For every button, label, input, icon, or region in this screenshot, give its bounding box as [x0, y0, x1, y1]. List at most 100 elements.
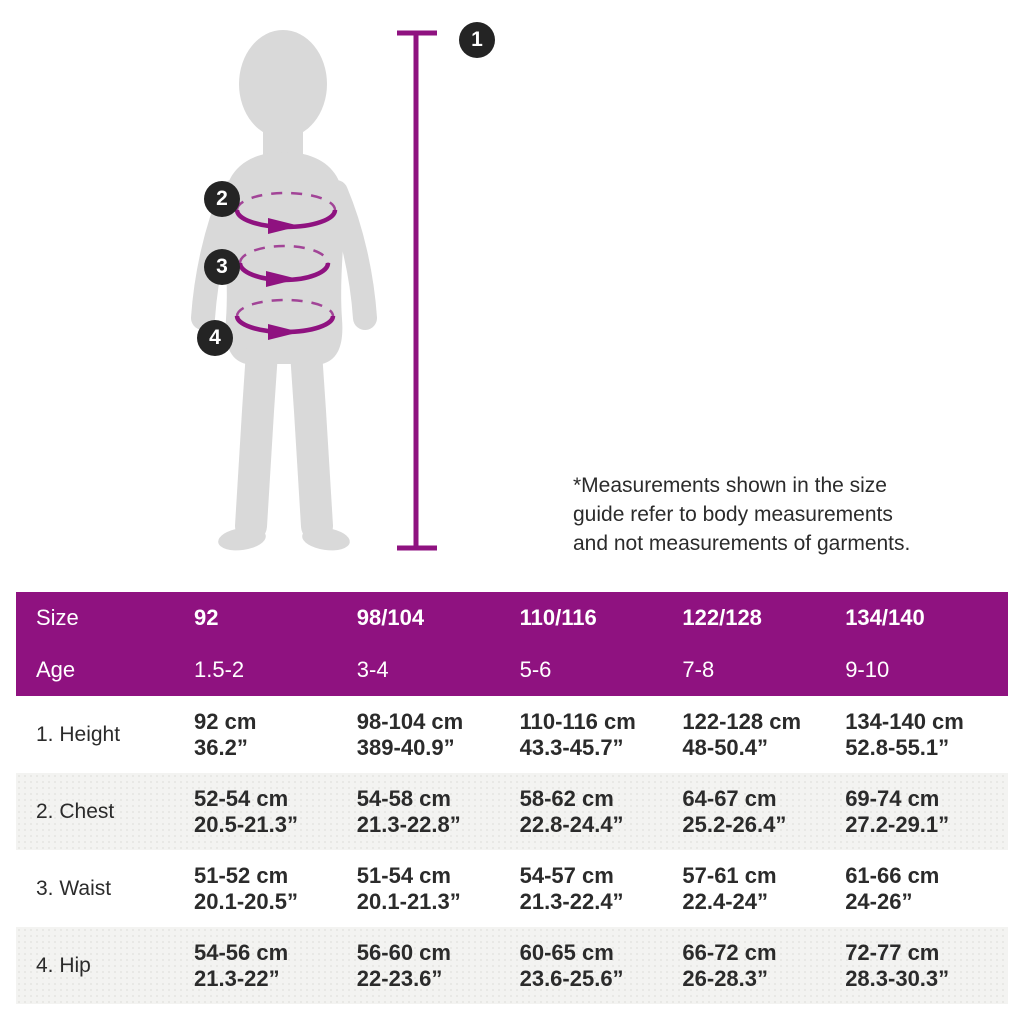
cell-cm: 56-60 cm	[356, 939, 451, 965]
chest-arrow-icon	[268, 218, 300, 234]
cell-inch: 48-50.4”	[682, 734, 769, 760]
cell-cm: 54-56 cm	[194, 939, 289, 965]
cell-inch: 21.3-22.8”	[356, 811, 461, 837]
cell: 54-57 cm 21.3-22.4”	[520, 863, 683, 915]
cell: 61-66 cm 24-26”	[845, 863, 1008, 915]
cell-cm: 58-62 cm	[519, 785, 614, 811]
age-value: 1.5-2	[194, 657, 245, 682]
table-row-height: 1. Height 92 cm 36.2” 98-104 cm 389-40.9…	[16, 696, 1008, 773]
marker-chest: 2	[204, 181, 240, 217]
age-value: 9-10	[845, 657, 890, 682]
cell: 110-116 cm 43.3-45.7”	[520, 709, 683, 761]
size-guide-table: Size 92 98/104 110/116 122/128 134/140 A…	[16, 592, 1008, 1004]
cell-inch: 26-28.3”	[682, 965, 769, 991]
waist-measure-ellipse	[237, 244, 331, 287]
size-value: 122/128	[682, 605, 762, 630]
note-line: and not measurements of garments.	[573, 532, 911, 555]
cell: 56-60 cm 22-23.6”	[357, 940, 520, 992]
table-row-waist: 3. Waist 51-52 cm 20.1-20.5” 51-54 cm 20…	[16, 850, 1008, 927]
cell-inch: 21.3-22”	[194, 965, 280, 991]
age-header-label: Age	[36, 657, 76, 682]
marker-waist: 3	[204, 249, 240, 285]
cell-inch: 21.3-22.4”	[519, 888, 624, 914]
figure-illustration	[191, 30, 437, 551]
cell-cm: 134-140 cm	[845, 708, 964, 734]
cell-cm: 61-66 cm	[845, 862, 940, 888]
cell-inch: 22.4-24”	[682, 888, 769, 914]
marker-height: 1	[459, 22, 495, 58]
note-line: *Measurements shown in the size	[573, 474, 887, 497]
cell-cm: 69-74 cm	[845, 785, 940, 811]
cell-cm: 72-77 cm	[845, 939, 940, 965]
cell-cm: 51-54 cm	[356, 862, 451, 888]
height-measure-line	[397, 30, 437, 551]
cell-inch: 36.2”	[194, 734, 248, 760]
cell: 52-54 cm 20.5-21.3”	[194, 786, 357, 838]
table-row-hip: 4. Hip 54-56 cm 21.3-22” 56-60 cm 22-23.…	[16, 927, 1008, 1004]
cell: 134-140 cm 52.8-55.1”	[845, 709, 1008, 761]
waist-arrow-icon	[266, 271, 298, 287]
cell: 54-56 cm 21.3-22”	[194, 940, 357, 992]
size-header-label: Size	[36, 605, 79, 630]
cell-inch: 27.2-29.1”	[845, 811, 950, 837]
cell-cm: 98-104 cm	[356, 708, 464, 734]
cell: 98-104 cm 389-40.9”	[357, 709, 520, 761]
cell-inch: 20.5-21.3”	[194, 811, 298, 837]
size-value: 98/104	[356, 605, 425, 630]
age-header-row: Age 1.5-2 3-4 5-6 7-8 9-10	[16, 644, 1008, 696]
chest-measure-ellipse	[234, 191, 338, 234]
row-label: 3. Waist	[36, 876, 112, 900]
cell-inch: 25.2-26.4”	[682, 811, 787, 837]
size-header-row: Size 92 98/104 110/116 122/128 134/140	[16, 592, 1008, 644]
cell-cm: 52-54 cm	[194, 785, 289, 811]
cell-cm: 66-72 cm	[682, 939, 777, 965]
size-value: 110/116	[519, 605, 597, 630]
table-header: Size 92 98/104 110/116 122/128 134/140 A…	[16, 592, 1008, 696]
cell: 92 cm 36.2”	[194, 709, 357, 761]
cell: 122-128 cm 48-50.4”	[682, 709, 845, 761]
cell-inch: 22.8-24.4”	[519, 811, 624, 837]
cell: 54-58 cm 21.3-22.8”	[357, 786, 520, 838]
size-value: 134/140	[845, 605, 925, 630]
cell-inch: 23.6-25.6”	[519, 965, 624, 991]
age-value: 7-8	[682, 657, 715, 682]
cell-inch: 28.3-30.3”	[845, 965, 950, 991]
row-label: 2. Chest	[36, 799, 115, 823]
measurement-figure: 1 2 3 4 *Measurements shown in the size …	[191, 22, 943, 558]
cell: 72-77 cm 28.3-30.3”	[845, 940, 1008, 992]
age-value: 5-6	[519, 657, 552, 682]
cell: 66-72 cm 26-28.3”	[682, 940, 845, 992]
cell-inch: 24-26”	[845, 888, 913, 914]
cell-cm: 60-65 cm	[519, 939, 614, 965]
cell-inch: 43.3-45.7”	[519, 734, 624, 760]
marker-hip: 4	[197, 320, 233, 356]
hip-arrow-icon	[268, 324, 300, 340]
cell-inch: 20.1-20.5”	[194, 888, 298, 914]
cell-cm: 110-116 cm	[519, 708, 636, 734]
cell: 60-65 cm 23.6-25.6”	[520, 940, 683, 992]
cell: 57-61 cm 22.4-24”	[682, 863, 845, 915]
age-value: 3-4	[356, 657, 389, 682]
cell-cm: 51-52 cm	[194, 862, 289, 888]
note-line: guide refer to body measurements	[573, 503, 893, 526]
cell-cm: 122-128 cm	[682, 708, 802, 734]
cell-inch: 20.1-21.3”	[356, 888, 461, 914]
row-label: 4. Hip	[36, 953, 91, 977]
cell: 51-54 cm 20.1-21.3”	[357, 863, 520, 915]
cell-cm: 57-61 cm	[682, 862, 777, 888]
measurement-note: *Measurements shown in the size guide re…	[573, 471, 943, 558]
cell-inch: 22-23.6”	[356, 965, 443, 991]
cell-inch: 52.8-55.1”	[845, 734, 950, 760]
child-silhouette	[191, 30, 377, 551]
cell: 64-67 cm 25.2-26.4”	[682, 786, 845, 838]
hip-measure-ellipse	[234, 298, 336, 340]
cell: 58-62 cm 22.8-24.4”	[520, 786, 683, 838]
cell-cm: 54-57 cm	[519, 862, 614, 888]
cell: 51-52 cm 20.1-20.5”	[194, 863, 357, 915]
cell-cm: 54-58 cm	[356, 785, 451, 811]
table-row-chest: 2. Chest 52-54 cm 20.5-21.3” 54-58 cm 21…	[16, 773, 1008, 850]
cell-cm: 92 cm	[194, 708, 257, 734]
row-label: 1. Height	[36, 722, 121, 746]
cell-inch: 389-40.9”	[356, 734, 455, 760]
cell-cm: 64-67 cm	[682, 785, 777, 811]
